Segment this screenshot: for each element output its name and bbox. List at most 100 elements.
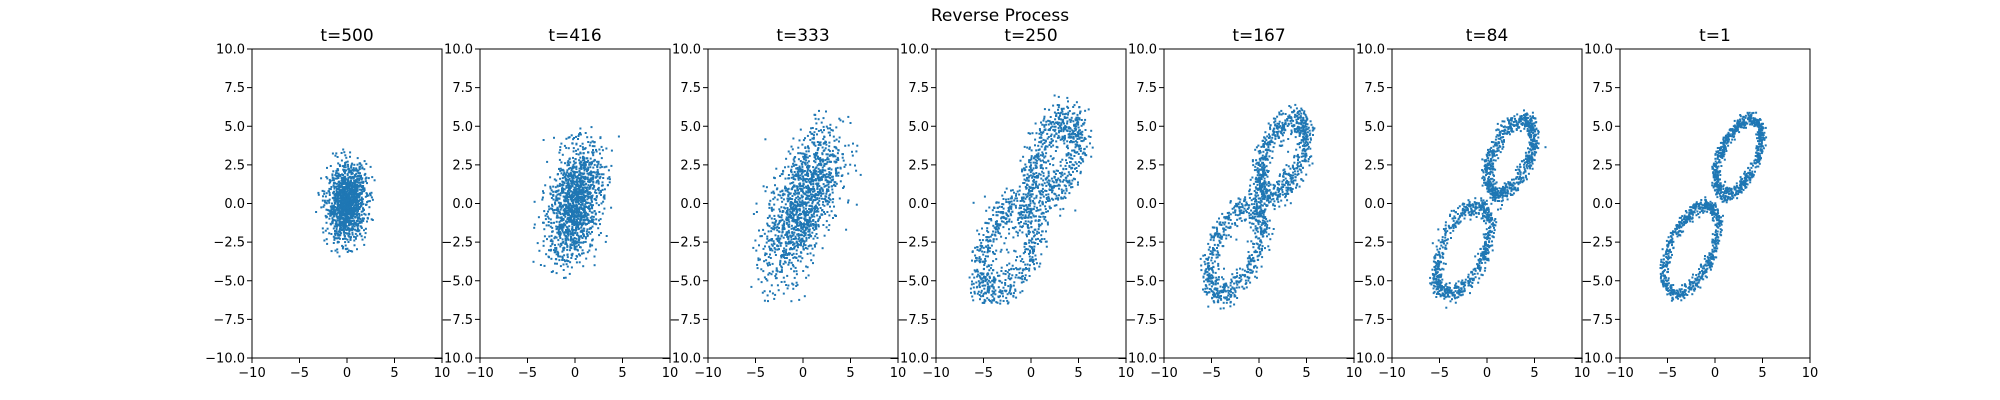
scatter-point: [582, 229, 585, 232]
scatter-point: [794, 235, 797, 238]
scatter-point: [1067, 152, 1070, 154]
scatter-point: [800, 244, 803, 247]
scatter-point: [811, 195, 813, 198]
scatter-point: [580, 222, 583, 225]
scatter-point: [1041, 203, 1044, 206]
scatter-point: [574, 223, 576, 226]
scatter-point: [1045, 152, 1048, 155]
scatter-point: [1055, 204, 1058, 207]
scatter-point: [779, 210, 781, 213]
scatter-point: [797, 203, 799, 206]
scatter-point: [348, 194, 350, 197]
scatter-point: [1023, 211, 1026, 214]
scatter-point: [570, 204, 573, 207]
scatter-point: [783, 247, 786, 250]
scatter-point: [349, 238, 352, 241]
scatter-point: [1049, 116, 1052, 118]
scatter-point: [586, 223, 589, 225]
scatter-point: [322, 205, 325, 208]
scatter-point: [559, 192, 562, 195]
scatter-point: [790, 214, 792, 217]
scatter-point: [1065, 187, 1068, 190]
scatter-point: [339, 222, 342, 225]
scatter-point: [1043, 142, 1046, 144]
scatter-point: [329, 223, 332, 226]
scatter-point: [360, 225, 363, 228]
scatter-point: [343, 182, 346, 185]
scatter-point: [1002, 286, 1005, 289]
scatter-point: [1039, 173, 1042, 176]
scatter-point: [549, 192, 552, 195]
scatter-point: [342, 207, 345, 210]
scatter-point: [1028, 159, 1031, 162]
scatter-point: [773, 222, 776, 225]
scatter-point: [1029, 171, 1032, 174]
scatter-point: [1072, 170, 1074, 173]
scatter-point: [995, 222, 998, 225]
scatter-point: [978, 239, 981, 242]
scatter-point: [582, 155, 584, 158]
scatter-point: [557, 197, 559, 200]
scatter-point: [1018, 213, 1021, 216]
scatter-point: [1053, 125, 1056, 128]
scatter-point: [353, 183, 356, 186]
scatter-point: [355, 195, 357, 198]
scatter-point: [335, 200, 338, 203]
scatter-point: [800, 213, 803, 215]
scatter-point: [982, 246, 985, 249]
scatter-point: [569, 246, 572, 249]
scatter-point: [1004, 283, 1007, 286]
scatter-point: [810, 197, 813, 199]
scatter-point: [589, 141, 592, 144]
scatter-point: [768, 272, 771, 275]
scatter-point: [1035, 149, 1038, 152]
scatter-point: [800, 152, 803, 155]
scatter-point: [344, 219, 347, 222]
scatter-point: [368, 206, 371, 209]
scatter-point: [354, 185, 356, 188]
scatter-point: [786, 231, 789, 234]
scatter-point: [572, 147, 575, 150]
scatter-point: [344, 161, 347, 164]
scatter-point: [819, 141, 822, 144]
scatter-point: [803, 211, 806, 214]
scatter-point: [781, 200, 784, 203]
scatter-point: [831, 179, 834, 182]
scatter-point: [364, 227, 367, 230]
scatter-point: [796, 223, 798, 226]
scatter-point: [1064, 185, 1067, 188]
scatter-point: [1052, 139, 1054, 142]
scatter-point: [584, 236, 587, 239]
scatter-point: [579, 145, 582, 147]
scatter-point: [781, 190, 784, 192]
scatter-point: [350, 166, 353, 169]
scatter-point: [580, 218, 583, 221]
scatter-point: [353, 222, 356, 225]
scatter-point: [600, 184, 603, 187]
scatter-point: [778, 239, 781, 242]
scatter-point: [340, 232, 342, 235]
scatter-point: [798, 139, 801, 142]
scatter-point: [579, 198, 582, 201]
scatter-point: [332, 184, 335, 187]
scatter-point: [827, 173, 830, 176]
scatter-point: [1041, 143, 1044, 146]
scatter-point: [588, 185, 591, 188]
scatter-point: [1087, 108, 1090, 111]
scatter-point: [814, 144, 817, 147]
scatter-point: [777, 230, 780, 233]
scatter-point: [589, 226, 592, 229]
scatter-point: [325, 176, 328, 178]
scatter-point: [1081, 158, 1084, 161]
scatter-point: [768, 202, 771, 205]
scatter-point: [564, 231, 567, 234]
scatter-point: [351, 172, 354, 174]
scatter-point: [343, 199, 346, 202]
scatter-point: [1064, 192, 1067, 195]
scatter-point: [805, 227, 807, 230]
scatter-point: [790, 203, 793, 206]
scatter-point: [344, 186, 347, 189]
scatter-point: [808, 155, 811, 157]
scatter-point: [777, 237, 780, 240]
scatter-point: [571, 179, 574, 182]
